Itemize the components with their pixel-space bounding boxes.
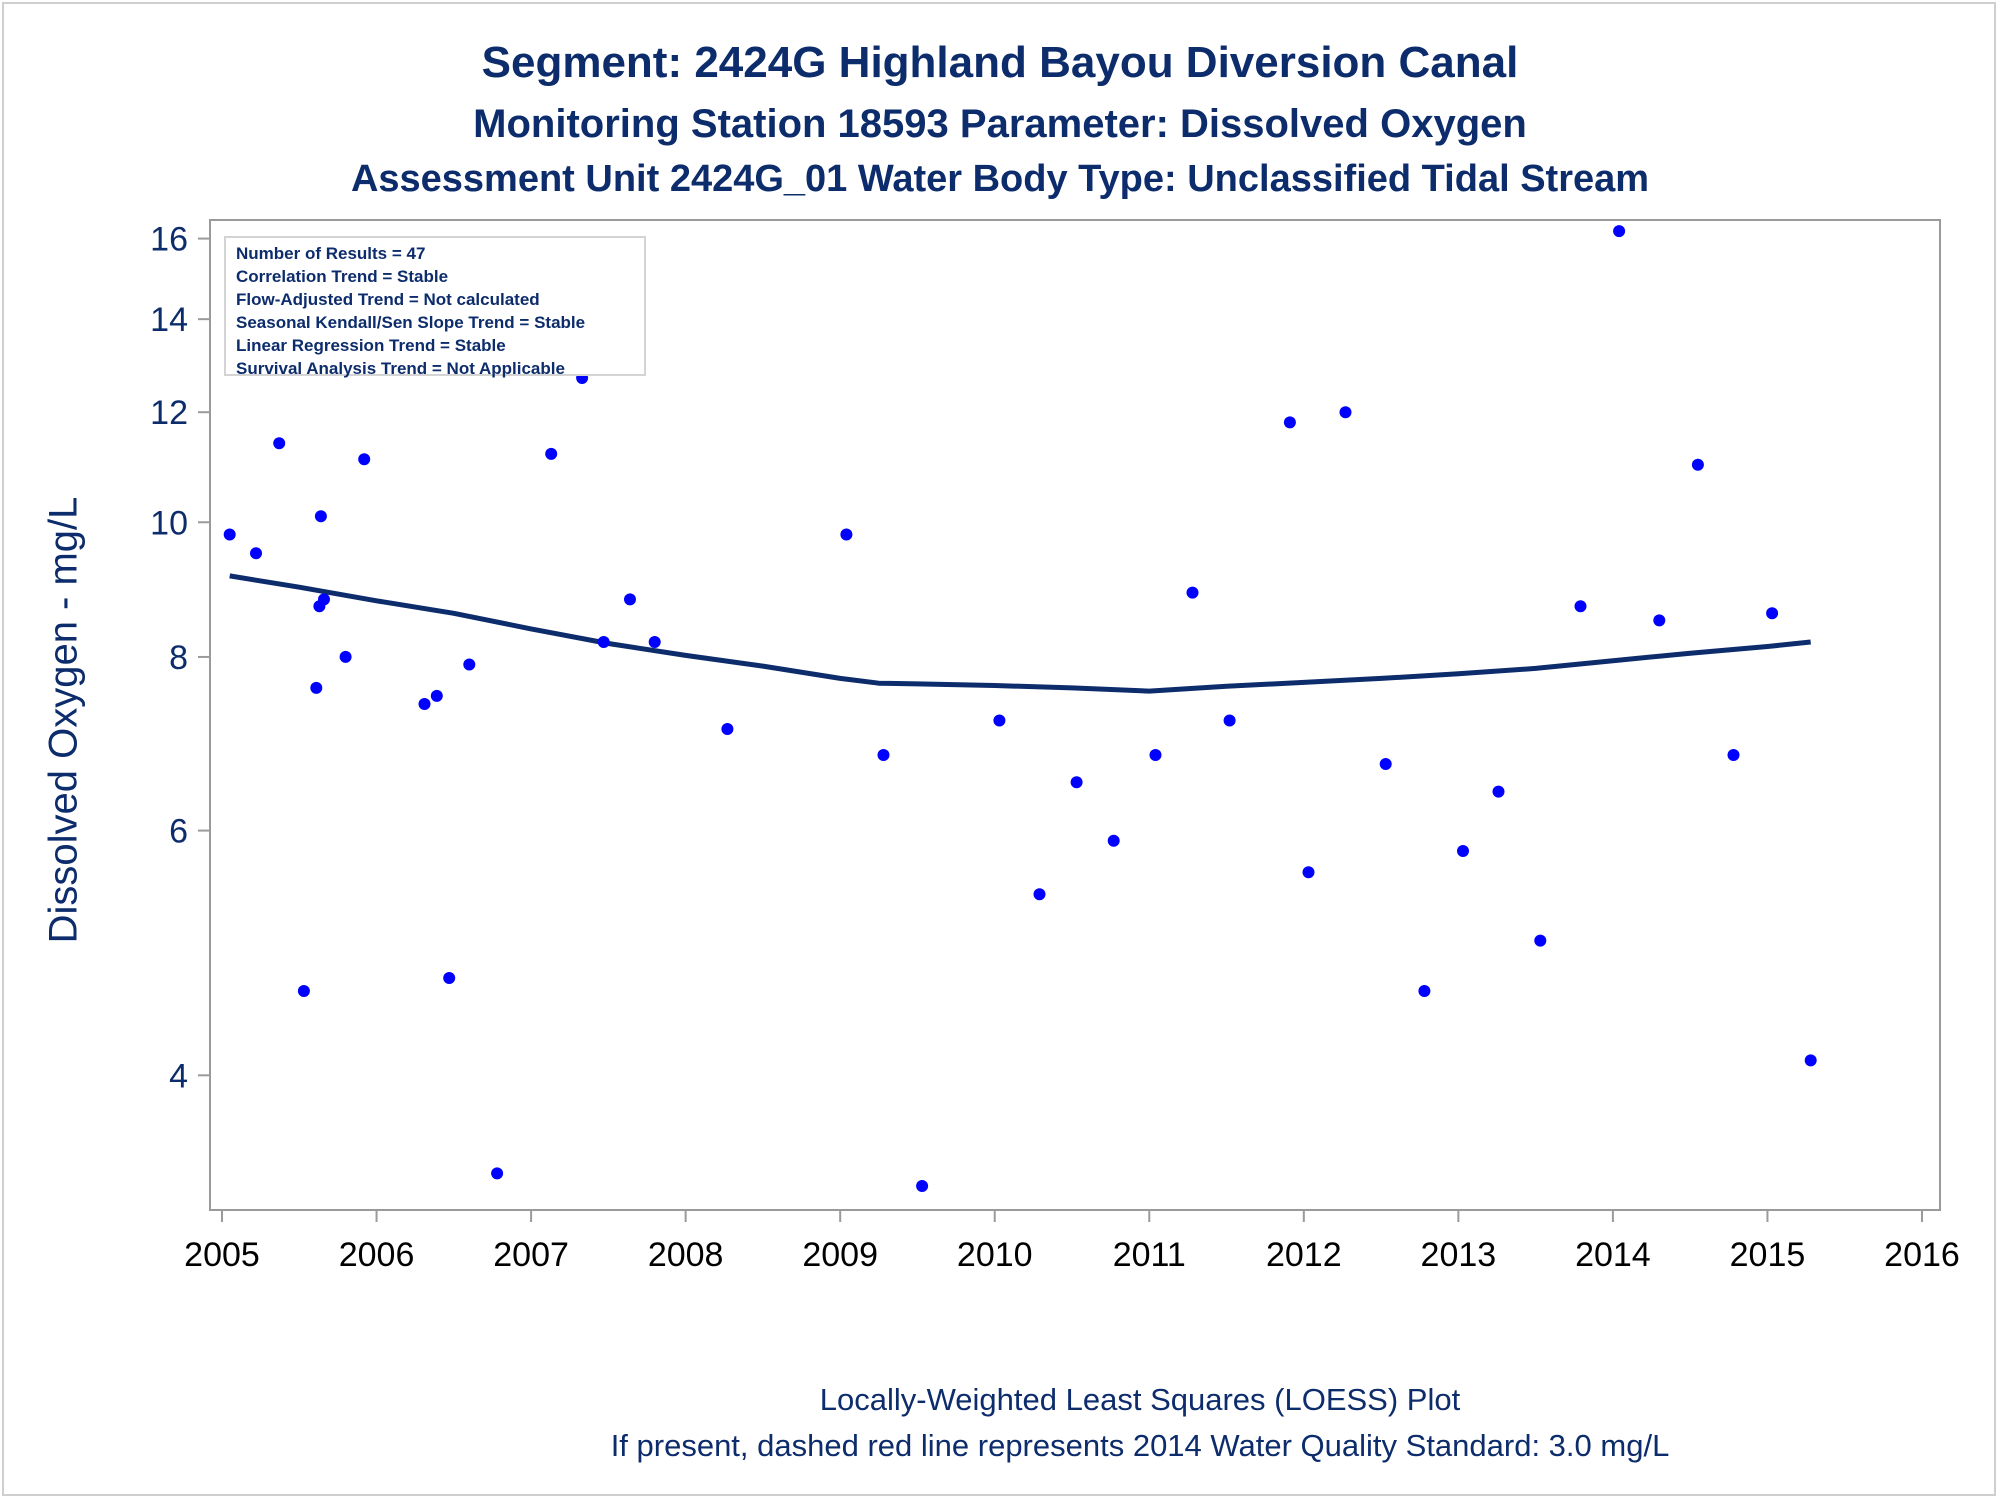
data-point (1574, 600, 1587, 613)
y-tick-label: 12 (150, 394, 188, 432)
chart-subtitle-station: Monitoring Station 18593 Parameter: Diss… (473, 102, 1527, 146)
data-point (1107, 834, 1120, 847)
footnote-standard: If present, dashed red line represents 2… (610, 1428, 1670, 1463)
data-point (310, 681, 323, 694)
y-tick-label: 6 (169, 813, 188, 851)
data-point (1418, 985, 1431, 997)
data-point (1339, 406, 1352, 419)
data-point (273, 437, 286, 450)
x-tick-label: 2016 (1884, 1236, 1960, 1274)
data-point (1457, 845, 1469, 857)
data-point (1033, 888, 1046, 901)
data-point (443, 972, 456, 984)
x-tick-label: 2005 (184, 1236, 260, 1274)
y-tick-label: 16 (150, 221, 188, 259)
x-tick-label: 2007 (493, 1236, 569, 1274)
data-point (1302, 866, 1315, 879)
data-point (1766, 607, 1779, 620)
data-point (297, 985, 310, 997)
data-point (916, 1180, 929, 1192)
stats-box: Number of Results = 47 Correlation Trend … (224, 236, 646, 378)
data-point (223, 528, 236, 541)
data-point (545, 447, 558, 460)
x-tick-label: 2014 (1575, 1236, 1651, 1274)
data-point (1727, 749, 1740, 761)
data-point (624, 593, 636, 606)
loess-line (229, 573, 1811, 694)
data-point (339, 650, 352, 663)
axis-ticks: 2005 2006 2007 2008 2009 2010 2011 2012 2013 2014… (150, 221, 1960, 1274)
x-tick-label: 2013 (1421, 1236, 1497, 1274)
data-point (1223, 714, 1236, 727)
data-point (1653, 614, 1666, 627)
x-tick-label: 2011 (1113, 1236, 1186, 1274)
y-tick-label: 8 (169, 639, 188, 677)
stat-line: Number of Results = 47 (236, 244, 426, 263)
data-point (1379, 758, 1392, 770)
data-point (877, 749, 890, 761)
footnote-loess: Locally-Weighted Least Squares (LOESS) P… (819, 1382, 1461, 1417)
data-point (648, 636, 661, 648)
data-point (840, 528, 853, 541)
y-tick-label: 10 (150, 504, 188, 542)
data-point (1804, 1054, 1817, 1067)
data-point (463, 658, 476, 671)
data-point (430, 689, 443, 702)
data-point (993, 714, 1006, 727)
data-point (1186, 586, 1199, 599)
y-tick-label: 14 (150, 301, 188, 339)
data-point (314, 510, 327, 523)
stat-line: Seasonal Kendall/Sen Slope Trend = Stabl… (236, 313, 586, 332)
data-point (1534, 934, 1547, 947)
x-tick-label: 2008 (648, 1236, 724, 1274)
x-tick-label: 2015 (1730, 1236, 1806, 1274)
data-point (1283, 416, 1296, 429)
scatter-points-layer (223, 225, 1817, 1192)
data-point (318, 593, 330, 606)
data-point (250, 547, 262, 560)
x-tick-label: 2012 (1266, 1236, 1342, 1274)
stat-line: Correlation Trend = Stable (236, 267, 449, 286)
x-tick-label: 2009 (802, 1236, 878, 1274)
data-point (1149, 749, 1162, 761)
data-point (491, 1167, 504, 1180)
stat-line: Linear Regression Trend = Stable (236, 336, 506, 355)
x-tick-label: 2010 (957, 1236, 1033, 1274)
data-point (1613, 225, 1626, 238)
data-point (1691, 458, 1704, 471)
data-point (597, 636, 610, 648)
x-tick-label: 2006 (339, 1236, 415, 1274)
data-point (1070, 776, 1083, 789)
chart-subtitle-assessment: Assessment Unit 2424G_01 Water Body Type… (350, 158, 1650, 200)
y-tick-label: 4 (169, 1057, 188, 1095)
plot-area (209, 219, 1941, 1211)
stat-line: Flow-Adjusted Trend = Not calculated (236, 290, 540, 309)
data-point (358, 453, 371, 466)
data-point (418, 698, 431, 710)
data-point (721, 723, 734, 735)
data-point (1492, 785, 1505, 798)
chart-title: Segment: 2424G Highland Bayou Diversion … (481, 38, 1519, 87)
loess-line-layer (229, 573, 1811, 694)
stat-line: Survival Analysis Trend = Not Applicable (236, 359, 565, 378)
